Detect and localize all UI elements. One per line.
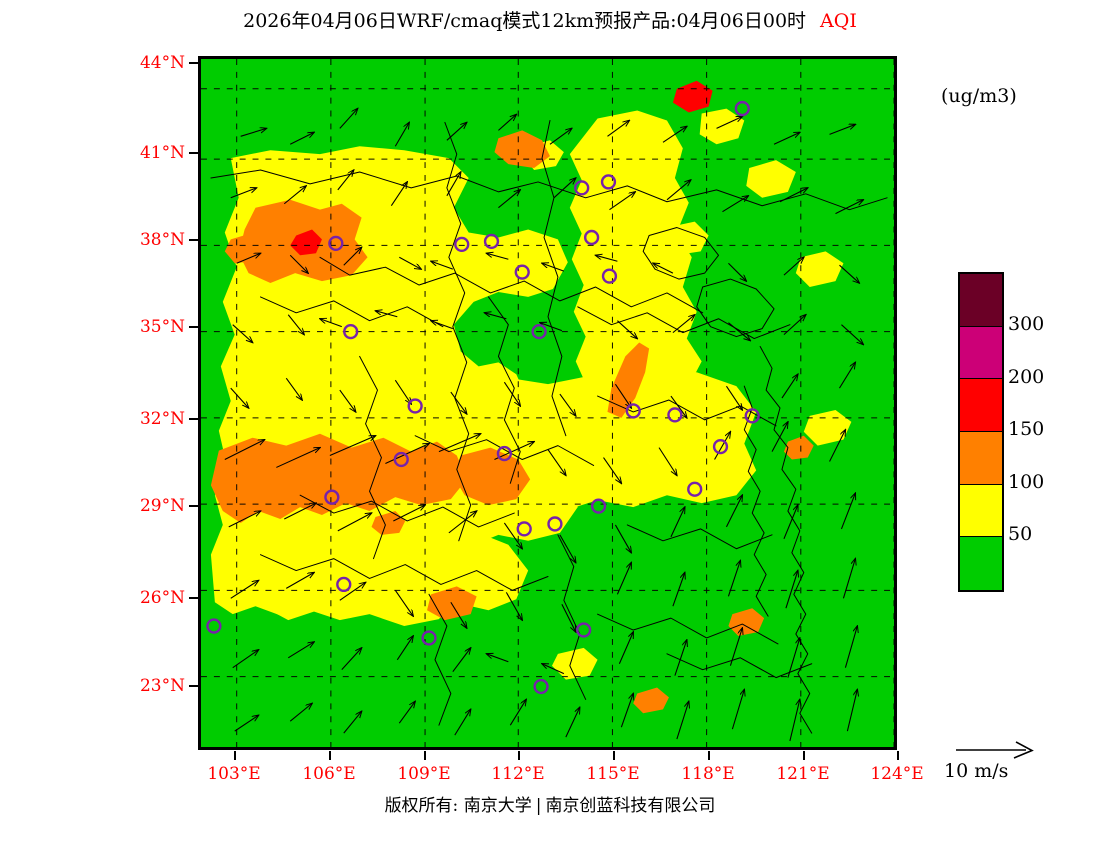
colorbar-tick-300: 300 <box>1008 313 1045 335</box>
y-axis-label-38n: 38°N <box>139 230 185 250</box>
y-tick-mark <box>189 505 198 507</box>
colorbar-tick-200: 200 <box>1008 366 1045 388</box>
footer-separator: | <box>535 796 542 816</box>
x-tick-mark <box>613 751 615 760</box>
y-axis-label-35n: 35°N <box>139 317 185 337</box>
administrative-boundaries <box>210 119 888 734</box>
city-station-markers <box>206 100 760 695</box>
footer-company-text: 南京创蓝科技有限公司 <box>545 796 716 816</box>
footer-copyright-text: 版权所有: 南京大学 <box>384 796 532 816</box>
y-axis-label-29n: 29°N <box>139 496 185 516</box>
x-axis-label-112e: 112°E <box>491 764 545 784</box>
y-tick-mark <box>189 418 198 420</box>
y-tick-mark <box>189 326 198 328</box>
colorbar-band-150-200 <box>960 379 1002 432</box>
y-tick-mark <box>189 597 198 599</box>
y-tick-mark <box>189 62 198 64</box>
aqi-colorbar[interactable] <box>958 272 1004 592</box>
x-tick-mark <box>234 751 236 760</box>
x-axis-label-121e: 121°E <box>776 764 830 784</box>
wind-reference-arrow-icon <box>956 741 1034 759</box>
y-axis-label-23n: 23°N <box>139 676 185 696</box>
colorbar-tick-50: 50 <box>1008 523 1033 545</box>
colorbar-band-0-50 <box>960 537 1002 590</box>
x-axis-label-109e: 109°E <box>397 764 451 784</box>
colorbar-band-200-300 <box>960 326 1002 380</box>
map-plot-area[interactable] <box>198 56 897 750</box>
y-axis-label-32n: 32°N <box>139 409 185 429</box>
y-axis-label-26n: 26°N <box>139 588 185 608</box>
colorbar-band-100-150 <box>960 431 1002 485</box>
x-tick-mark <box>424 751 426 760</box>
aqi-contour-map <box>201 59 894 747</box>
colorbar-tick-100: 100 <box>1008 471 1045 493</box>
y-axis-label-41n: 41°N <box>139 143 185 163</box>
colorbar-tick-150: 150 <box>1008 418 1045 440</box>
wind-scale-label: 10 m/s <box>944 760 1009 782</box>
x-tick-mark <box>708 751 710 760</box>
x-tick-mark <box>803 751 805 760</box>
x-axis-label-103e: 103°E <box>207 764 261 784</box>
copyright-footer: 版权所有: 南京大学 | 南京创蓝科技有限公司 <box>0 791 1100 816</box>
title-main-text: 2026年04月06日WRF/cmaq模式12km预报产品:04月06日00时 <box>243 10 807 32</box>
x-axis-label-124e: 124°E <box>870 764 924 784</box>
x-axis-label-118e: 118°E <box>681 764 735 784</box>
page-title: 2026年04月06日WRF/cmaq模式12km预报产品:04月06日00时 A… <box>0 6 1100 33</box>
y-tick-mark <box>189 685 198 687</box>
x-axis-label-115e: 115°E <box>586 764 640 784</box>
colorbar-band-above-300 <box>960 274 1002 327</box>
colorbar-units-label: (ug/m3) <box>941 85 1017 107</box>
wind-vector-field <box>224 109 863 742</box>
x-axis-label-106e: 106°E <box>302 764 356 784</box>
y-axis-label-44n: 44°N <box>139 53 185 73</box>
x-tick-mark <box>329 751 331 760</box>
y-tick-mark <box>189 239 198 241</box>
y-tick-mark <box>189 152 198 154</box>
title-variable-label: AQI <box>820 10 857 32</box>
wind-scale-reference <box>952 738 1092 762</box>
x-tick-mark <box>518 751 520 760</box>
x-tick-mark <box>897 751 899 760</box>
colorbar-band-50-100 <box>960 484 1002 538</box>
